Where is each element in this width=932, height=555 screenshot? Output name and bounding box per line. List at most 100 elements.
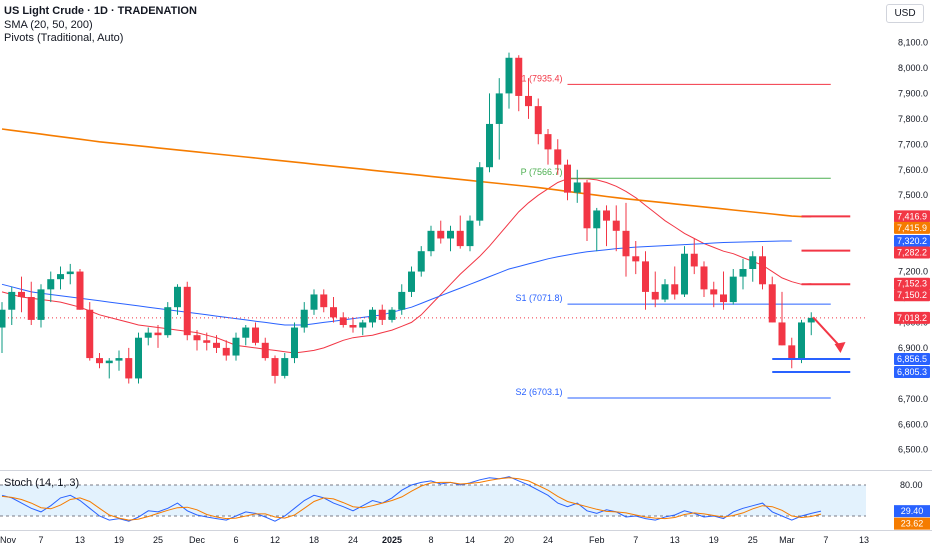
y-tick-label: 7,700.0 bbox=[898, 139, 928, 149]
price-tag-label: 6,856.5 bbox=[897, 354, 927, 364]
projection-arrow-head bbox=[834, 341, 846, 353]
price-tag-label: 6,805.3 bbox=[897, 367, 927, 377]
x-tick-label: 24 bbox=[543, 535, 553, 545]
candle-body bbox=[573, 182, 581, 193]
sma-legend: SMA (20, 50, 200) bbox=[4, 19, 93, 31]
y-tick-label: 7,600.0 bbox=[898, 165, 928, 175]
price-tag-bg bbox=[894, 311, 930, 324]
price-tag: 7,416.9 bbox=[894, 210, 930, 223]
y-tick-label: 8,000.0 bbox=[898, 63, 928, 73]
candle-body bbox=[174, 286, 181, 308]
candle-body bbox=[232, 337, 240, 356]
x-tick-label: 12 bbox=[270, 535, 280, 545]
pivots-legend: Pivots (Traditional, Auto) bbox=[4, 32, 124, 44]
price-tag-bg bbox=[894, 277, 930, 290]
price-tag: 6,856.5 bbox=[894, 352, 930, 365]
candle-body bbox=[0, 309, 6, 328]
candle-body bbox=[349, 324, 357, 328]
candle-body bbox=[564, 164, 571, 193]
stoch-d-value: 23.62 bbox=[901, 519, 924, 529]
candle-body bbox=[417, 251, 425, 272]
candle-body bbox=[466, 220, 474, 247]
x-tick-label: 13 bbox=[670, 535, 680, 545]
candle-body bbox=[632, 256, 640, 262]
candle-body bbox=[242, 327, 250, 338]
price-tag-label: 7,320.2 bbox=[897, 236, 927, 246]
candle-body bbox=[505, 57, 513, 94]
candle-body bbox=[690, 253, 698, 267]
x-tick-label: 18 bbox=[309, 535, 319, 545]
pivot-label: P (7566.7) bbox=[521, 167, 563, 177]
candle-body bbox=[759, 256, 766, 285]
candle-body bbox=[544, 134, 552, 150]
candle-body bbox=[700, 266, 708, 290]
candle-body bbox=[144, 332, 152, 338]
candle-body bbox=[778, 322, 786, 346]
candle-body bbox=[710, 289, 718, 295]
price-tag-bg bbox=[894, 289, 930, 302]
x-tick-label: Feb bbox=[589, 535, 605, 545]
candle-body bbox=[320, 294, 328, 308]
x-tick-label: 25 bbox=[153, 535, 163, 545]
y-tick-label: 7,900.0 bbox=[898, 88, 928, 98]
candle-body bbox=[749, 256, 757, 270]
candle-body bbox=[651, 291, 659, 300]
price-tag: 7,320.2 bbox=[894, 234, 930, 247]
candle-body bbox=[671, 284, 679, 295]
y-tick-label: 7,800.0 bbox=[898, 114, 928, 124]
pivot-label: R1 (7935.4) bbox=[515, 73, 563, 83]
candle-body bbox=[154, 332, 162, 336]
candle-body bbox=[261, 342, 269, 359]
candle-body bbox=[486, 123, 493, 168]
x-tick-label: 13 bbox=[75, 535, 85, 545]
candle-body bbox=[515, 57, 523, 96]
candle-body bbox=[105, 360, 113, 364]
pivot-label: S2 (6703.1) bbox=[515, 387, 562, 397]
price-tag-bg bbox=[894, 246, 930, 259]
stoch-k-line bbox=[1, 476, 822, 522]
x-tick-label: 7 bbox=[633, 535, 638, 545]
y-tick-label: 6,500.0 bbox=[898, 445, 928, 455]
candle-body bbox=[807, 317, 815, 323]
currency-selector[interactable]: USD bbox=[886, 4, 924, 23]
x-tick-label: 8 bbox=[428, 535, 433, 545]
x-tick-label: 6 bbox=[233, 535, 238, 545]
candle-body bbox=[612, 220, 620, 231]
candle-body bbox=[661, 284, 669, 300]
candle-body bbox=[369, 309, 376, 323]
candle-body bbox=[798, 322, 805, 359]
price-tag: 7,152.3 bbox=[894, 277, 930, 290]
candle-body bbox=[359, 322, 367, 328]
stoch-d-tag bbox=[894, 517, 930, 530]
y-tick-label: 6,700.0 bbox=[898, 394, 928, 404]
x-tick-label: 24 bbox=[348, 535, 358, 545]
candle-body bbox=[398, 291, 406, 310]
candle-body bbox=[427, 230, 435, 252]
candle-body bbox=[339, 317, 347, 325]
stoch-k-tag bbox=[894, 505, 930, 518]
price-tag-bg bbox=[894, 234, 930, 247]
price-tag-bg bbox=[894, 366, 930, 379]
candle-body bbox=[27, 297, 35, 320]
y-tick-label: 6,600.0 bbox=[898, 419, 928, 429]
price-tag-label: 7,415.9 bbox=[897, 223, 927, 233]
y-tick-label: 7,500.0 bbox=[898, 190, 928, 200]
price-tag: 7,018.2 bbox=[894, 311, 930, 324]
candle-body bbox=[37, 289, 45, 320]
x-tick-label: Nov bbox=[0, 535, 16, 545]
candle-body bbox=[729, 276, 737, 303]
candle-body bbox=[768, 284, 776, 323]
x-tick-label: 7 bbox=[823, 535, 828, 545]
candle-body bbox=[554, 149, 562, 165]
candle-body bbox=[193, 335, 201, 341]
y-tick-label: 7,200.0 bbox=[898, 267, 928, 277]
candle-body bbox=[252, 327, 259, 343]
y-tick-label: 6,900.0 bbox=[898, 343, 928, 353]
candle-body bbox=[583, 182, 591, 229]
candle-body bbox=[388, 309, 396, 320]
price-tag: 7,150.2 bbox=[894, 289, 930, 302]
candle-body bbox=[476, 167, 484, 221]
price-tag-label: 7,282.2 bbox=[897, 247, 927, 257]
